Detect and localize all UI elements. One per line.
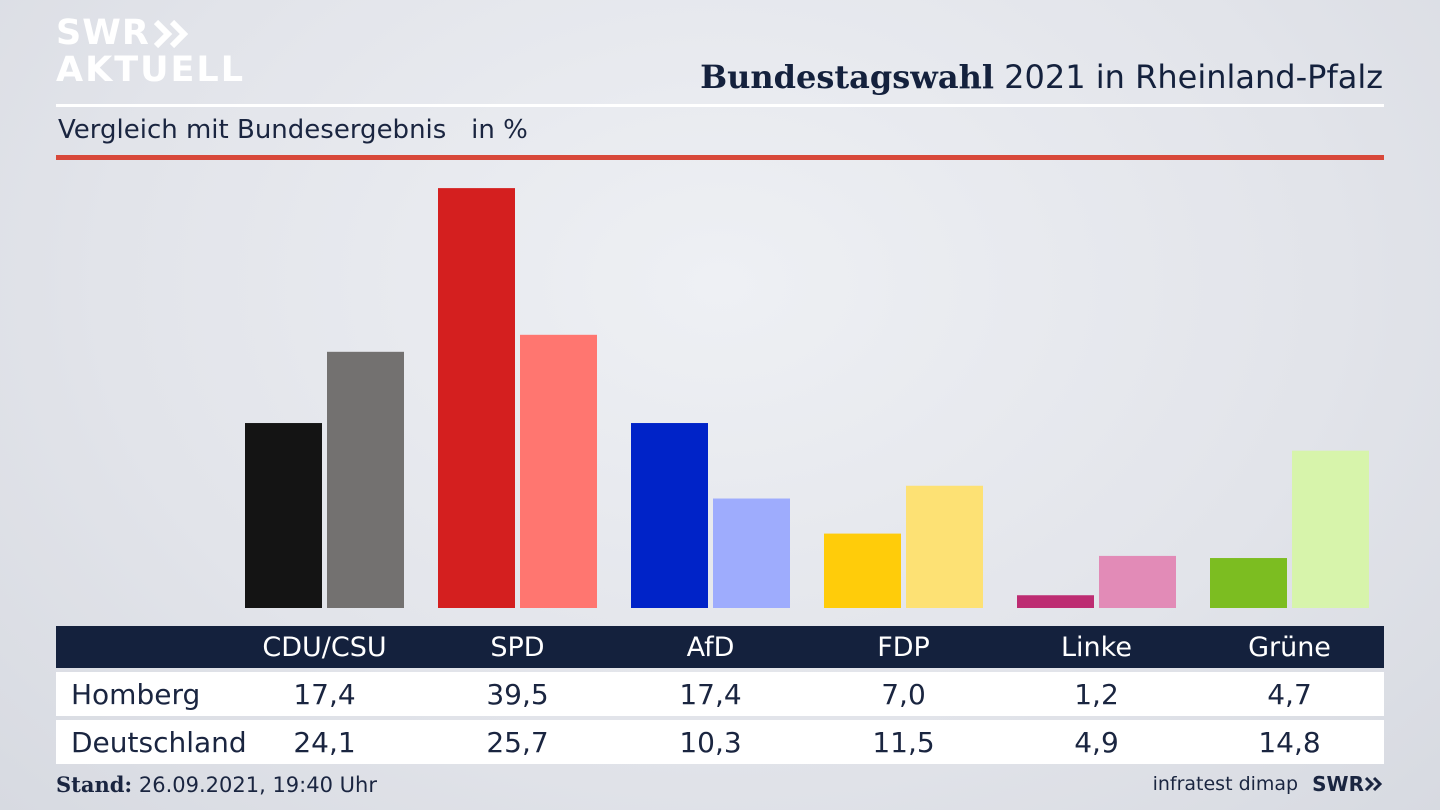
title-divider [56,104,1384,107]
source-label: infratest dimap [1152,773,1299,795]
title-bold: Bundestagswahl [700,58,994,96]
logo-line1: SWR [56,13,150,53]
bar-homberg-linke [1017,595,1094,608]
table-cell: 39,5 [486,677,549,711]
row-label: Deutschland [71,725,247,759]
source-credit: infratest dimap SWR [1153,772,1384,796]
bar-deutschland-cducsu [327,351,404,608]
timestamp: Stand: 26.09.2021, 19:40 Uhr [56,772,377,797]
page-title: Bundestagswahl 2021 in Rheinland-Pfalz [700,58,1383,96]
header-gruene: Grüne [1248,631,1331,663]
brand-label: SWR [1312,772,1364,796]
table-cell: 11,5 [872,725,935,759]
table-cell: 17,4 [679,677,742,711]
bar-homberg-afd [631,423,708,608]
results-table: CDU/CSU SPD AfD FDP Linke Grüne Homberg … [56,626,1384,764]
table-cell: 10,3 [679,725,742,759]
header-cdu: CDU/CSU [262,631,387,663]
table-header: CDU/CSU SPD AfD FDP Linke Grüne [56,626,1384,668]
double-chevron-icon [1364,776,1383,792]
table-row-homberg: Homberg 17,4 39,5 17,4 7,0 1,2 4,7 [56,672,1384,716]
table-cell: 17,4 [293,677,356,711]
bar-homberg-grne [1210,558,1287,608]
logo-line2: AKTUELL [56,50,246,90]
bar-deutschland-spd [520,334,597,608]
table-row-deutschland: Deutschland 24,1 25,7 10,3 11,5 4,9 14,8 [56,720,1384,764]
table-cell: 4,7 [1267,677,1312,711]
swr-brand: SWR [1312,772,1384,796]
table-cell: 7,0 [881,677,926,711]
stand-label: Stand: [56,772,133,797]
row-label: Homberg [71,677,201,711]
double-chevron-icon [153,19,189,48]
header-spd: SPD [490,631,545,663]
title-rest: 2021 in Rheinland-Pfalz [994,58,1383,96]
bar-homberg-fdp [824,533,901,608]
bar-chart [245,188,1369,609]
bar-homberg-cducsu [245,423,322,608]
header-afd: AfD [686,631,735,663]
bar-deutschland-fdp [906,485,983,608]
bar-deutschland-linke [1099,555,1176,608]
subtitle-divider [56,155,1384,160]
bar-deutschland-afd [713,498,790,608]
header-fdp: FDP [877,631,930,663]
swr-aktuell-logo: SWR AKTUELL [56,16,245,88]
bar-deutschland-grne [1292,450,1369,608]
table-cell: 4,9 [1074,725,1119,759]
bar-homberg-spd [438,188,515,609]
table-cell: 1,2 [1074,677,1119,711]
table-cell: 25,7 [486,725,549,759]
stand-value: 26.09.2021, 19:40 Uhr [132,773,377,797]
chart-subtitle: Vergleich mit Bundesergebnis in % [58,115,528,145]
table-cell: 24,1 [293,725,356,759]
table-cell: 14,8 [1258,725,1321,759]
header-linke: Linke [1061,631,1132,663]
